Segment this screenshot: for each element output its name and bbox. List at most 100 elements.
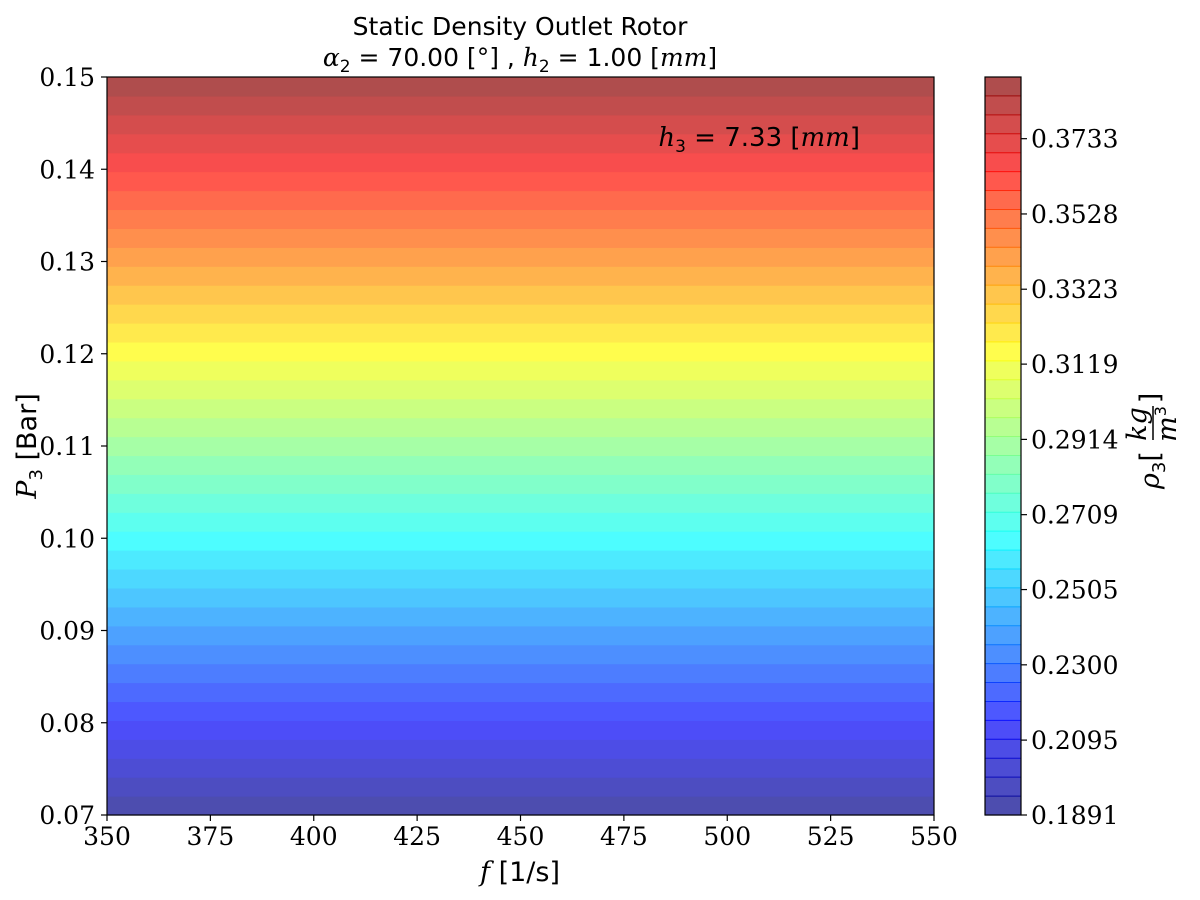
colorbar-band [985,531,1021,551]
colorbar-tick-label: 0.2300 [1031,651,1118,680]
contour-band [107,247,934,267]
contour-band [107,455,934,475]
colorbar-band [985,285,1021,305]
x-tick-label: 350 [83,822,131,851]
x-tick-label: 550 [910,822,958,851]
contour-band [107,701,934,721]
colorbar-band [985,209,1021,229]
x-tick-label: 475 [600,822,648,851]
x-tick-label: 500 [703,822,751,851]
y-tick-label: 0.11 [39,432,95,461]
x-tick-label: 375 [187,822,235,851]
colorbar-tick-label: 0.2095 [1031,726,1118,755]
colorbar-band [985,550,1021,570]
colorbar-band [985,114,1021,135]
colorbar-band [985,304,1021,324]
colorbar-tick-label: 0.2505 [1031,576,1118,605]
colorbar-band [985,228,1021,248]
contour-band [107,171,934,192]
svg-text:m3: m3 [1151,406,1183,442]
colorbar-tick-label: 0.3528 [1031,200,1118,229]
colorbar-band [985,417,1021,438]
contour-band [107,266,934,286]
contour-band [107,493,934,513]
colorbar-band [985,493,1021,513]
y-tick-label: 0.15 [39,63,95,92]
y-tick-label: 0.07 [39,801,95,830]
y-axis: 0.07 0.08 0.09 0.10 0.11 0.12 0.13 0.14 0.15 [39,63,107,830]
y-tick-label: 0.10 [39,524,95,553]
colorbar-band [985,682,1021,703]
colorbar-band [985,720,1021,740]
colorbar-tick-label: 0.3323 [1031,275,1118,304]
contour-band [107,114,934,135]
colorbar-band [985,606,1021,627]
colorbar-tick-label: 0.2914 [1031,425,1118,454]
y-tick-label: 0.09 [39,617,95,646]
colorbar-band [985,474,1021,494]
contour-band [107,550,934,570]
contour-bands [107,77,934,816]
colorbar-tick-label: 0.3119 [1031,350,1118,379]
contour-band [107,644,934,665]
contour-band [107,587,934,608]
colorbar [985,77,1021,816]
contour-band [107,796,934,816]
svg-text:kg: kg [1122,407,1153,441]
contour-band [107,209,934,229]
contour-band [107,323,934,343]
x-axis-label: f [1/s] [478,857,560,888]
colorbar-tick-label: 0.2709 [1031,501,1118,530]
contour-band [107,531,934,551]
colorbar-band [985,758,1021,778]
contour-band [107,777,934,797]
y-axis-label: P3 [Bar] [12,393,47,499]
h3-annotation: h3 = 7.33 [mm] [658,123,860,157]
colorbar-band [985,512,1021,532]
svg-text:]: ] [1135,393,1166,404]
contour-band [107,625,934,646]
colorbar-tick-label: 0.1891 [1031,801,1118,830]
colorbar-tick-label: 0.3733 [1031,125,1118,154]
y-tick-label: 0.13 [39,248,95,277]
contour-band [107,379,934,400]
contour-band [107,682,934,703]
colorbar-band [985,796,1021,816]
contour-band [107,285,934,305]
contour-band [107,606,934,627]
colorbar-band [985,190,1021,211]
contour-band [107,739,934,759]
x-tick-label: 425 [393,822,441,851]
chart-subtitle: α2 = 70.00 [°] , h2 = 1.00 [mm] [323,43,717,77]
contour-band [107,77,934,97]
colorbar-band [985,701,1021,721]
contour-band [107,512,934,532]
contour-band [107,569,934,589]
colorbar-frame [984,76,1022,816]
y-tick-label: 0.14 [39,155,95,184]
contour-band [107,758,934,778]
colorbar-ticks: 0.1891 0.2095 0.2300 0.2505 0.2709 0.2914 0.31… [1021,125,1118,830]
colorbar-band [985,739,1021,759]
colorbar-band [985,247,1021,267]
contour-band [107,133,934,154]
contour-band [107,341,934,362]
contour-band [107,190,934,211]
colorbar-band [985,360,1021,381]
colorbar-band [985,341,1021,362]
svg-text:ρ3[: ρ3[ [1135,451,1170,490]
chart-title: Static Density Outlet Rotor [353,12,688,41]
contour-band [107,304,934,324]
x-tick-label: 525 [807,822,855,851]
colorbar-band [985,455,1021,475]
y-tick-label: 0.12 [39,340,95,369]
colorbar-band [985,379,1021,400]
colorbar-band [985,777,1021,797]
x-axis: 350 375 400 425 450 475 500 525 550 [83,815,958,851]
contour-band [107,720,934,740]
contour-band [107,95,934,116]
y-tick-label: 0.08 [39,709,95,738]
contour-band [107,228,934,248]
contour-band [107,360,934,381]
